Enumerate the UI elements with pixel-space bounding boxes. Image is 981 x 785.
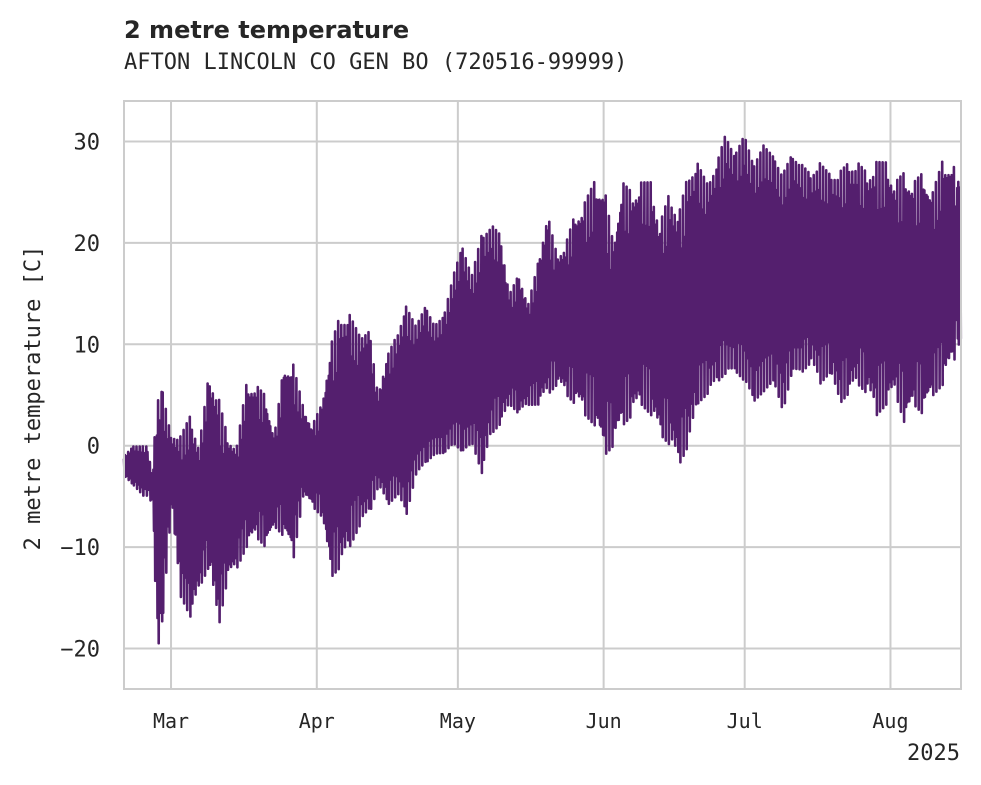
y-tick-label: −10	[60, 536, 100, 561]
x-tick-label: Aug	[872, 709, 908, 733]
y-tick-label: 20	[74, 232, 101, 257]
y-tick-label: −20	[60, 637, 100, 662]
y-tick-label: 10	[74, 333, 101, 358]
y-tick-label: 30	[74, 131, 101, 156]
tick-layer: −20 −10 0 10 20 30 Mar Apr May Jun Jul Aug	[60, 131, 908, 733]
temperature-series-line	[122, 135, 963, 645]
x-offset-label: 2025	[907, 741, 960, 766]
x-tick-label: Mar	[153, 709, 189, 733]
x-tick-label: May	[440, 709, 476, 733]
chart-subtitle: AFTON LINCOLN CO GEN BO (720516-99999)	[124, 50, 628, 75]
x-tick-label: Jun	[586, 709, 622, 733]
plot-frame	[123, 100, 962, 690]
x-tick-label: Apr	[299, 709, 335, 733]
y-tick-label: 0	[87, 435, 100, 460]
series-layer	[122, 135, 963, 645]
y-axis-label: 2 metre temperature [C]	[21, 246, 46, 551]
x-tick-label: Jul	[727, 709, 763, 733]
chart-title: 2 metre temperature	[124, 16, 410, 44]
